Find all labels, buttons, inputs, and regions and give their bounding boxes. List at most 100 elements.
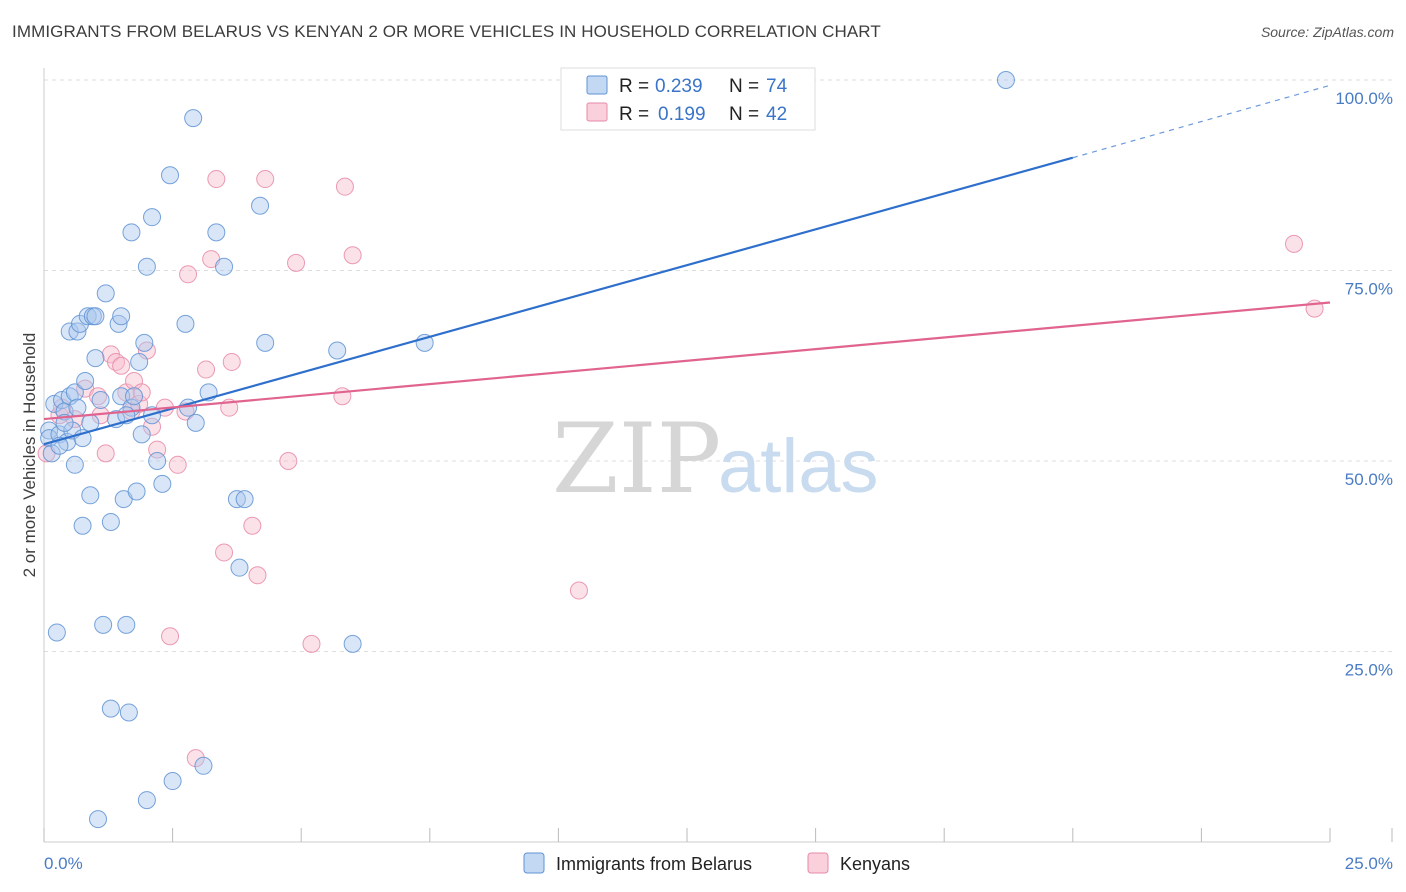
kenyan-trend-line xyxy=(43,301,1331,421)
y-axis-label: 2 or more Vehicles in Household xyxy=(20,333,39,578)
kenyan-point xyxy=(168,455,187,474)
belarus-point xyxy=(127,482,146,501)
bottom-legend-swatch-belarus xyxy=(523,852,545,874)
kenyan-points xyxy=(37,170,1324,768)
kenyan-point xyxy=(197,360,216,379)
belarus-point xyxy=(184,109,203,128)
kenyan-point xyxy=(112,356,131,375)
kenyan-point xyxy=(256,170,275,189)
kenyan-point xyxy=(186,749,205,768)
bottom-legend-label-kenyan: Kenyans xyxy=(840,854,910,874)
watermark-zip: ZIP xyxy=(552,403,721,515)
belarus-point xyxy=(235,490,254,509)
belarus-point xyxy=(328,341,347,360)
legend-r-label-belarus: R = xyxy=(619,76,649,97)
kenyan-point xyxy=(96,444,115,463)
y-tick-label-50: 50.0% xyxy=(1345,470,1393,489)
belarus-point xyxy=(42,444,61,463)
belarus-point xyxy=(112,307,131,326)
belarus-point xyxy=(186,413,205,432)
legend-n-value-kenyan: 42 xyxy=(766,104,787,125)
bottom-legend: Immigrants from Belarus Kenyans xyxy=(523,852,910,874)
kenyan-point xyxy=(215,543,234,562)
legend-r-value-kenyan: 0.199 xyxy=(658,104,706,125)
belarus-point xyxy=(73,516,92,535)
belarus-point xyxy=(76,371,95,390)
belarus-point xyxy=(81,486,100,505)
belarus-point xyxy=(996,71,1015,89)
belarus-point xyxy=(137,791,156,810)
kenyan-point xyxy=(222,352,241,371)
top-legend: R = 0.239 N = 74 R = 0.199 N = 42 xyxy=(560,67,816,131)
y-tick-labels: 25.0% 50.0% 75.0% 100.0% xyxy=(1335,89,1393,680)
belarus-trend-line xyxy=(43,156,1074,446)
belarus-point xyxy=(101,699,120,718)
legend-swatch-belarus xyxy=(586,75,608,95)
belarus-point xyxy=(227,490,246,509)
belarus-point xyxy=(60,322,79,341)
belarus-point xyxy=(89,810,108,829)
belarus-point xyxy=(153,474,172,493)
belarus-point xyxy=(251,196,270,215)
legend-n-label-belarus: N = xyxy=(729,76,759,97)
watermark: ZIP atlas xyxy=(552,403,879,515)
kenyan-point xyxy=(302,634,321,653)
legend-r-label-kenyan: R = xyxy=(619,104,649,125)
belarus-trend-extension xyxy=(1072,84,1331,159)
belarus-point xyxy=(176,314,195,333)
bottom-legend-swatch-kenyan xyxy=(807,852,829,874)
kenyan-point xyxy=(161,627,180,646)
belarus-point xyxy=(194,756,213,775)
y-tick-label-25: 25.0% xyxy=(1345,661,1393,680)
belarus-point xyxy=(256,333,275,352)
legend-swatch-kenyan xyxy=(586,102,608,122)
kenyan-point xyxy=(243,516,262,535)
belarus-point xyxy=(163,772,182,791)
kenyan-point xyxy=(333,387,352,406)
kenyan-point xyxy=(248,566,267,585)
kenyan-point xyxy=(1284,234,1303,253)
belarus-point xyxy=(343,634,362,653)
source-label: Source: ZipAtlas.com xyxy=(1260,24,1394,40)
belarus-point xyxy=(65,455,84,474)
legend-n-label-kenyan: N = xyxy=(729,104,759,125)
belarus-point xyxy=(86,307,105,326)
belarus-point xyxy=(132,425,151,444)
belarus-point xyxy=(65,383,84,402)
legend-r-value-belarus: 0.239 xyxy=(655,76,703,97)
belarus-point xyxy=(135,333,154,352)
belarus-point xyxy=(96,284,115,303)
x-tick-label-min: 0.0% xyxy=(44,854,83,873)
chart-title: IMMIGRANTS FROM BELARUS VS KENYAN 2 OR M… xyxy=(12,22,881,41)
belarus-point xyxy=(161,166,180,185)
belarus-point xyxy=(148,452,167,470)
x-tick-label-max: 25.0% xyxy=(1345,854,1393,873)
belarus-point xyxy=(86,349,105,368)
x-ticks xyxy=(43,828,1393,842)
belarus-point xyxy=(91,391,110,410)
belarus-point xyxy=(112,387,131,406)
belarus-point xyxy=(119,703,138,722)
belarus-point xyxy=(122,223,141,242)
belarus-point xyxy=(130,352,149,371)
trend-lines xyxy=(43,84,1331,446)
kenyan-point xyxy=(287,253,306,272)
belarus-point xyxy=(125,387,144,406)
kenyan-point xyxy=(343,246,362,265)
bottom-legend-label-belarus: Immigrants from Belarus xyxy=(556,854,752,874)
belarus-point xyxy=(215,257,234,276)
legend-n-value-belarus: 74 xyxy=(766,76,788,97)
belarus-point xyxy=(230,558,249,577)
belarus-point xyxy=(117,615,136,634)
kenyan-point xyxy=(179,265,198,284)
belarus-point xyxy=(94,615,113,634)
belarus-point xyxy=(68,398,87,417)
belarus-point xyxy=(137,257,156,276)
belarus-point xyxy=(207,223,226,242)
belarus-points xyxy=(40,71,1015,829)
y-tick-label-100: 100.0% xyxy=(1335,89,1393,108)
kenyan-point xyxy=(335,177,354,196)
belarus-point xyxy=(40,421,59,440)
kenyan-point xyxy=(279,452,298,470)
